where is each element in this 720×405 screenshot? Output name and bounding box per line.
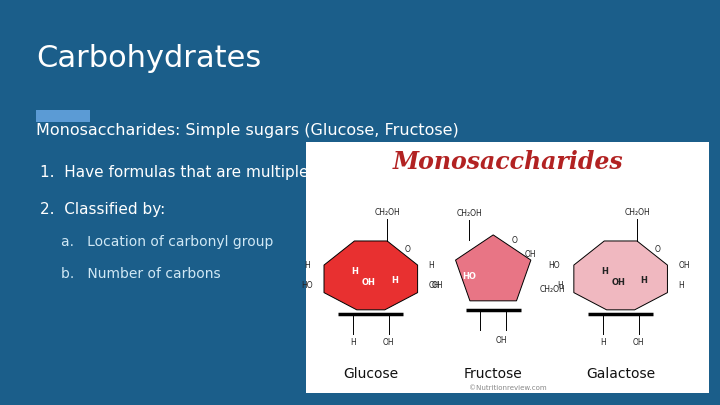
Text: Galactose: Galactose [586,367,655,381]
Text: ©Nutritionreview.com: ©Nutritionreview.com [469,385,546,391]
Text: H: H [678,281,684,290]
Text: CH₂OH: CH₂OH [456,209,482,218]
Text: CH₂OH: CH₂OH [374,208,400,217]
Text: Monosaccharides: Monosaccharides [392,150,623,174]
Text: HO: HO [462,272,477,281]
Text: OH: OH [383,338,395,347]
Text: H: H [428,260,434,270]
Text: OH: OH [633,338,644,347]
Text: H: H [557,281,563,290]
Text: O: O [654,245,660,254]
Text: H: H [600,267,608,277]
Polygon shape [324,241,418,310]
Text: O: O [405,245,410,254]
Text: OH: OH [611,278,625,287]
Text: HO: HO [548,260,559,270]
Text: a.   Location of carbonyl group: a. Location of carbonyl group [61,235,274,249]
Text: OH: OH [361,278,375,287]
Text: OH: OH [431,281,443,290]
Text: OH: OH [525,250,536,260]
Text: H: H [350,338,356,347]
Text: 2.  Classified by:: 2. Classified by: [40,202,165,217]
Text: H: H [391,276,397,285]
Text: OH: OH [678,260,690,270]
Text: H: H [600,338,606,347]
FancyBboxPatch shape [36,110,90,122]
Text: H: H [351,267,358,277]
Text: H: H [304,260,310,270]
Text: OH: OH [428,281,440,290]
Text: H: H [641,276,647,285]
Text: Fructose: Fructose [464,367,523,381]
FancyBboxPatch shape [306,142,709,393]
Text: Carbohydrates: Carbohydrates [36,44,261,73]
Polygon shape [574,241,667,310]
Text: CH₂OH: CH₂OH [624,208,650,217]
Polygon shape [456,235,531,301]
Text: Monosaccharides: Simple sugars (Glucose, Fructose): Monosaccharides: Simple sugars (Glucose,… [36,123,459,138]
Text: b.   Number of carbons: b. Number of carbons [61,267,221,281]
Text: 1.  Have formulas that are multiples of CH2O: 1. Have formulas that are multiples of C… [40,165,384,180]
Text: CH₂OH: CH₂OH [540,285,566,294]
Text: HO: HO [302,281,313,290]
Text: O: O [512,236,518,245]
Text: Glucose: Glucose [343,367,398,381]
Text: OH: OH [495,336,507,345]
